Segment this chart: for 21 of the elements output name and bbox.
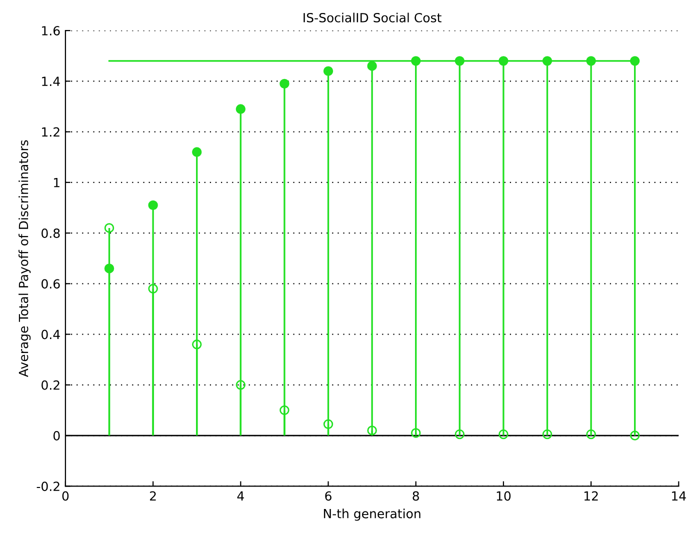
y-tick-label: -0.2 [36,482,60,492]
x-tick-label: 6 [325,491,332,501]
x-tick-label: 4 [237,491,244,501]
chart-title: IS-SocialID Social Cost [304,12,442,22]
y-tick-label: 1.4 [42,76,60,86]
y-tick-label: 0.8 [42,228,60,238]
y-axis-title: Average Total Payoff of Discriminators [18,140,31,377]
x-tick-label: 14 [672,491,686,501]
y-tick-label: 1 [54,178,60,188]
y-tick-label: 0.6 [42,279,60,289]
y-tick-label: 1.2 [42,127,60,137]
x-tick-label: 12 [584,491,598,501]
x-tick-label: 2 [150,491,156,501]
x-tick-label: 8 [412,491,419,501]
y-tick-label: 0.2 [42,380,60,390]
y-tick-label: 0.4 [42,330,60,340]
y-tick-label: 1.6 [42,26,60,36]
x-axis-title: N-th generation [324,508,420,521]
y-tick-label: 0 [53,431,60,440]
x-tick-label: 10 [496,491,511,501]
x-tick-label: 0 [62,491,69,501]
